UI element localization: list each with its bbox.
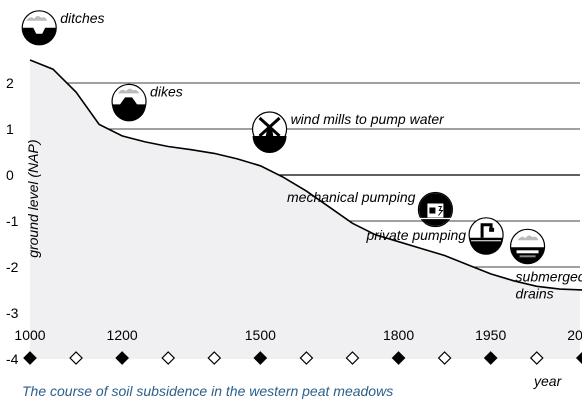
submerged-drain-icon (509, 228, 546, 265)
time-label: 2020 (567, 327, 582, 343)
time-marker (69, 351, 83, 365)
annotation-label: mechanical pumping (287, 189, 416, 205)
time-label: 1000 (14, 327, 45, 343)
time-marker (345, 351, 360, 365)
y-tick-label: -2 (6, 259, 19, 275)
time-marker (253, 351, 268, 365)
time-marker (437, 351, 452, 365)
y-tick-label: -1 (6, 213, 19, 229)
ground-level-line (29, 59, 582, 291)
pumping-station-icon (417, 191, 454, 228)
time-marker (161, 351, 176, 365)
y-tick-label: -4 (6, 351, 19, 367)
time-label: 1200 (107, 327, 138, 343)
private-pump-icon (468, 217, 504, 255)
time-marker (115, 351, 129, 365)
time-label: 1950 (475, 327, 506, 343)
time-marker (529, 351, 544, 365)
annotation-label: ditches (60, 10, 104, 26)
time-labels: 1000 1200 1500 1800 1950 2020 (14, 327, 582, 343)
y-tick-labels: 2 1 0 -1 -2 -3 -4 (6, 75, 19, 367)
ground-level-area (30, 60, 582, 359)
annotation-label: private pumping (365, 227, 466, 243)
y-axis-label: ground level (NAP) (25, 140, 41, 258)
x-axis-label: year (533, 373, 563, 389)
ditch-icon (21, 10, 57, 46)
time-marker (23, 351, 37, 365)
chart-caption: The course of soil subsidence in the wes… (22, 383, 393, 399)
time-label: 1800 (383, 327, 414, 343)
y-tick-label: -3 (6, 305, 19, 321)
time-marker (391, 351, 406, 365)
icons-layer (21, 10, 546, 265)
time-marker (575, 351, 582, 365)
time-markers (23, 351, 582, 365)
y-tick-label: 1 (6, 121, 14, 137)
windmill-icon (251, 111, 288, 153)
time-label: 1500 (245, 327, 276, 343)
annotation-label: wind mills to pump water (291, 111, 446, 127)
annotation-label: dikes (150, 83, 183, 99)
annotations-layer: ditches dikes wind mills to pump water mech… (60, 10, 582, 301)
time-marker (207, 351, 222, 365)
y-tick-label: 0 (6, 167, 14, 183)
dike-icon (111, 83, 147, 122)
annotation-label: submerged drains (516, 268, 582, 301)
y-tick-label: 2 (6, 75, 14, 91)
time-marker (299, 351, 314, 365)
time-marker (483, 351, 498, 365)
